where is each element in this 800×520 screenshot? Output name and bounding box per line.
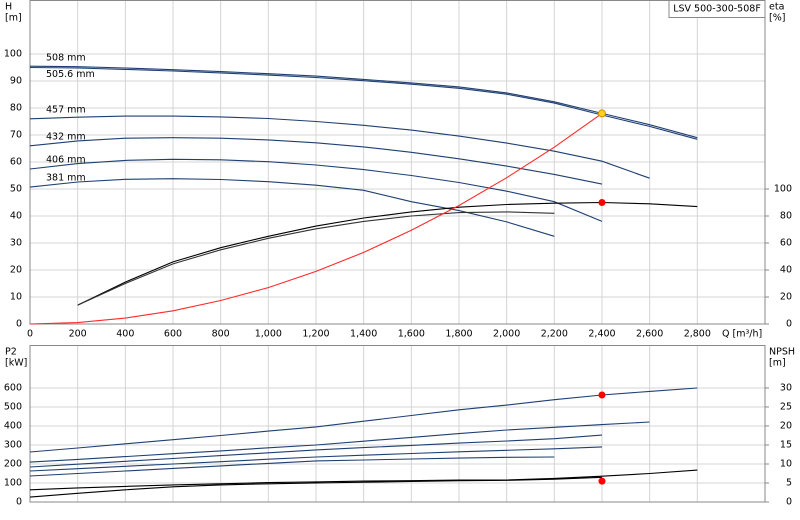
curve [29,66,698,140]
curve [77,211,555,306]
curve-label: 381 mm [46,173,86,184]
y2-tick-label: 30 [780,382,792,393]
curve [29,469,698,491]
x-tick-label: 1,800 [445,329,472,340]
y-tick-label: 100 [4,49,22,60]
duty-point [598,391,606,399]
curve [77,201,698,306]
curve-label: 406 mm [46,155,86,166]
x-tick-label: 0 [27,329,33,340]
y-tick-label: 300 [4,439,22,450]
y-tick-label: 40 [10,211,22,222]
y2-tick-label: 15 [780,439,792,450]
curve [29,115,650,179]
plot-frame [29,345,766,503]
y-tick-label: 20 [10,265,22,276]
curve [29,112,603,325]
chart-title: LSV 500-300-508F [673,4,761,15]
y2-tick-label: 60 [780,238,792,249]
y-tick-label: 0 [16,497,22,508]
curve [29,476,603,498]
curve-label: 432 mm [46,131,86,142]
duty-point [598,199,606,206]
duty-point [598,477,606,485]
x-tick-label: 200 [69,329,87,340]
y2-tick-label: 20 [780,292,792,303]
curve [29,434,603,468]
x-axis-label: Q [m³/h] [722,329,762,340]
y-tick-label: 50 [10,184,22,195]
y2-tick-label: 10 [780,458,792,469]
y-tick-label: 80 [10,103,22,114]
curve [29,137,603,185]
y2-axis-label: eta [769,2,784,13]
y-tick-label: 90 [10,76,22,87]
curve [29,65,698,139]
x-tick-label: 2,800 [684,329,711,340]
x-tick-label: 2,400 [588,329,615,340]
curve-label: 457 mm [46,104,86,115]
curve [29,446,603,472]
duty-point [597,109,606,118]
x-tick-label: 1,200 [302,329,329,340]
y-tick-label: 200 [4,458,22,469]
x-tick-label: 600 [164,329,182,340]
y-axis-label: [m] [5,13,22,24]
x-tick-label: 800 [212,329,230,340]
x-tick-label: 2,000 [493,329,520,340]
y-tick-label: 100 [4,477,22,488]
y2-tick-label: 0 [786,497,792,508]
curve [29,387,698,453]
y-tick-label: 600 [4,382,22,393]
y-tick-label: 0 [16,319,22,330]
y2-axis-label: [%] [769,13,785,24]
y-tick-label: 60 [10,157,22,168]
plot-frame [29,0,766,325]
y-axis-label: P2 [5,347,17,358]
y2-tick-label: 5 [786,477,792,488]
y-axis-label: [kW] [5,358,27,369]
curve-label: 508 mm [46,53,86,64]
y2-tick-label: 40 [780,265,792,276]
y2-tick-label: 100 [774,184,792,195]
title-box [668,0,766,18]
curve-label: 505.6 mm [46,69,95,80]
curve [29,456,555,477]
y-tick-label: 400 [4,420,22,431]
y2-tick-label: 80 [780,211,792,222]
y2-tick-label: 25 [780,401,792,412]
curve [29,421,650,463]
y-axis-label: H [5,2,12,13]
x-tick-label: 2,600 [636,329,663,340]
x-tick-label: 400 [116,329,134,340]
y2-tick-label: 20 [780,420,792,431]
y-tick-label: 500 [4,401,22,412]
y-tick-label: 30 [10,238,22,249]
x-tick-label: 2,200 [541,329,568,340]
y2-axis-label: NPSH [769,347,795,358]
y2-axis-label: [m] [769,358,786,369]
x-tick-label: 1,000 [255,329,282,340]
y-tick-label: 10 [10,292,22,303]
curve [29,158,603,222]
x-tick-label: 1,600 [398,329,425,340]
y-tick-label: 70 [10,130,22,141]
y2-tick-label: 0 [786,319,792,330]
x-tick-label: 1,400 [350,329,377,340]
